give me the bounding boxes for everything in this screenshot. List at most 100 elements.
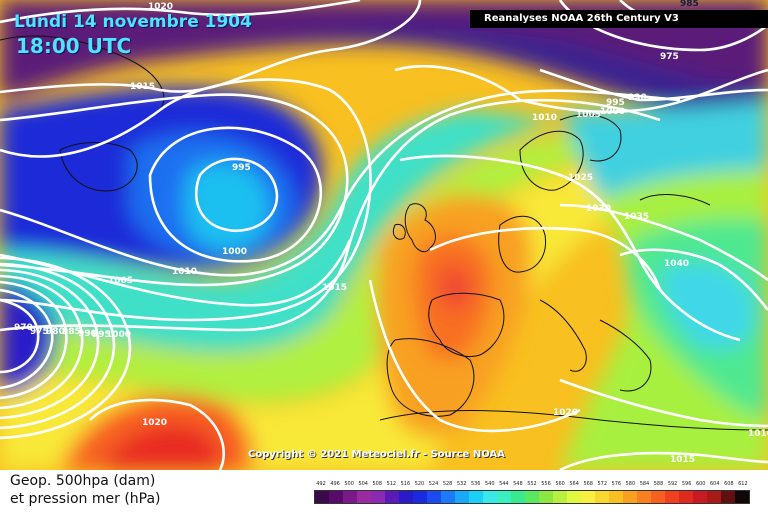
- isobar-label: 980: [46, 327, 65, 337]
- scale-tick-label: 512: [386, 481, 397, 487]
- chart-time: 18:00 UTC: [16, 34, 132, 58]
- legend-title-pressure: et pression mer (hPa): [10, 491, 161, 507]
- scale-swatch: [357, 491, 371, 503]
- isobar-label: 1000: [600, 107, 625, 117]
- isobar-label: 1005: [576, 110, 601, 120]
- scale-tick-label: 560: [555, 481, 565, 487]
- source-label: Reanalyses NOAA 26th Century V3: [470, 10, 768, 28]
- map-area: 1020 1015 995 1000 1005 1010 1015 1010 1…: [0, 0, 768, 470]
- scale-tick-label: 572: [597, 481, 608, 487]
- scale-swatch: [371, 491, 385, 503]
- geopotential-field: [0, 0, 768, 470]
- scale-swatch: [343, 491, 357, 503]
- scale-tick-label: 520: [414, 481, 425, 487]
- scale-tick-label: 532: [456, 481, 467, 487]
- scale-tick-label: 556: [541, 481, 551, 487]
- scale-tick-label: 524: [428, 481, 439, 487]
- scale-swatch: [385, 491, 399, 503]
- isobar-label: 975: [30, 327, 49, 337]
- scale-tick-label: 544: [499, 481, 509, 487]
- scale-tick-label: 500: [344, 481, 354, 487]
- isobar-label: 975: [660, 52, 679, 62]
- isobar-label: 990: [78, 329, 97, 339]
- isobar-label: 995: [232, 163, 251, 173]
- isobar-label: 1020: [553, 408, 578, 418]
- isobar-label: 1000: [222, 247, 247, 257]
- scale-tick-label: 540: [485, 481, 495, 487]
- isobar-label: 1010: [532, 113, 557, 123]
- scale-tick-label: 528: [442, 481, 453, 487]
- scale-swatch: [539, 491, 553, 503]
- color-scale-ticks: 492 496 500 504 508 512 516 520 524 528 532 536 540 5…: [314, 481, 750, 487]
- copyright-notice: Copyright © 2021 Meteociel.fr - Source N…: [248, 449, 505, 460]
- isobar-label: 1025: [568, 173, 593, 183]
- scale-tick-label: 548: [513, 481, 523, 487]
- scale-swatch: [441, 491, 455, 503]
- scale-swatch: [511, 491, 525, 503]
- scale-tick-label: 576: [611, 481, 622, 487]
- scale-swatch: [329, 491, 343, 503]
- isobar-label: 985: [62, 327, 81, 337]
- scale-tick-label: 588: [653, 481, 664, 487]
- isobar-label: 1030: [586, 204, 611, 214]
- isobar-label: 1015: [130, 82, 155, 92]
- scale-swatch: [679, 491, 693, 503]
- isobar-label: 970: [14, 323, 33, 333]
- scale-tick-label: 604: [710, 481, 720, 487]
- geopotential-map: 1020 1015 995 1000 1005 1010 1015 1010 1…: [0, 0, 768, 470]
- scale-swatch: [735, 491, 749, 503]
- scale-tick-label: 496: [330, 481, 340, 487]
- scale-swatch: [693, 491, 707, 503]
- scale-tick-label: 516: [400, 481, 411, 487]
- isobar-label: 990: [628, 93, 647, 103]
- scale-tick-label: 580: [625, 481, 636, 487]
- scale-swatch: [567, 491, 581, 503]
- scale-swatch: [665, 491, 679, 503]
- scale-tick-label: 584: [639, 481, 650, 487]
- scale-tick-label: 608: [724, 481, 734, 487]
- color-scale-bar: [314, 490, 750, 504]
- scale-swatch: [581, 491, 595, 503]
- scale-tick-label: 564: [569, 481, 579, 487]
- scale-tick-label: 508: [372, 481, 383, 487]
- isobar-label: 1015: [322, 283, 347, 293]
- isobar-label: 1035: [624, 212, 649, 222]
- isobar-label: 1010: [172, 267, 197, 277]
- scale-swatch: [315, 491, 329, 503]
- scale-swatch: [637, 491, 651, 503]
- scale-tick-label: 568: [583, 481, 593, 487]
- scale-tick-label: 492: [316, 481, 326, 487]
- scale-swatch: [609, 491, 623, 503]
- isobar-label: 1005: [108, 276, 133, 286]
- isobar-label: 1000: [106, 330, 131, 340]
- isobar-label: 995: [606, 98, 625, 108]
- scale-swatch: [651, 491, 665, 503]
- isobar-label: 1040: [664, 259, 689, 269]
- scale-swatch: [427, 491, 441, 503]
- scale-swatch: [455, 491, 469, 503]
- scale-swatch: [553, 491, 567, 503]
- chart-date: Lundi 14 novembre 1904: [14, 12, 252, 32]
- scale-swatch: [595, 491, 609, 503]
- scale-swatch: [525, 491, 539, 503]
- scale-swatch: [413, 491, 427, 503]
- scale-tick-label: 552: [527, 481, 537, 487]
- scale-swatch: [623, 491, 637, 503]
- isobar-label: 1010: [748, 429, 768, 439]
- legend-footer: Geop. 500hpa (dam) et pression mer (hPa)…: [0, 470, 768, 512]
- scale-swatch: [399, 491, 413, 503]
- scale-tick-label: 504: [358, 481, 368, 487]
- coastlines: [0, 35, 768, 431]
- scale-tick-label: 536: [470, 481, 481, 487]
- isobar-label: 1020: [142, 418, 167, 428]
- scale-swatch: [469, 491, 483, 503]
- scale-tick-label: 596: [681, 481, 692, 487]
- isobar-label: 985: [680, 0, 699, 9]
- legend-title-geopotential: Geop. 500hpa (dam): [10, 473, 156, 489]
- isobar-label: 1020: [148, 2, 173, 12]
- scale-swatch: [721, 491, 735, 503]
- isobar-labels: 1020 1015 995 1000 1005 1010 1015 1010 1…: [14, 0, 768, 465]
- scale-tick-label: 612: [738, 481, 748, 487]
- scale-tick-label: 592: [667, 481, 678, 487]
